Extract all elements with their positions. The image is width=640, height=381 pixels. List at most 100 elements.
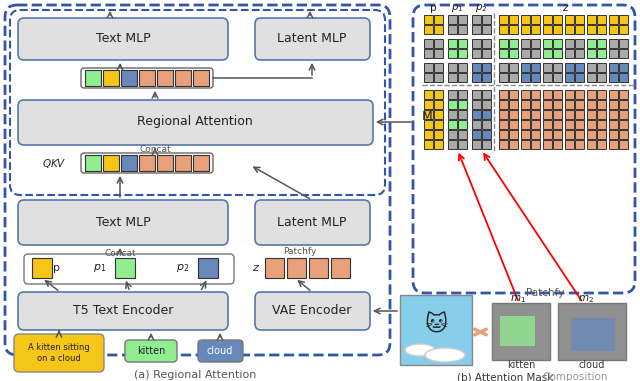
- Bar: [500, 316, 535, 346]
- Bar: [499, 110, 508, 119]
- Bar: [521, 90, 530, 99]
- Text: $p_1$: $p_1$: [93, 262, 107, 274]
- Bar: [597, 15, 606, 24]
- Bar: [424, 110, 433, 119]
- FancyBboxPatch shape: [14, 334, 104, 372]
- Bar: [434, 39, 443, 48]
- Bar: [531, 15, 540, 24]
- Text: $m_1$: $m_1$: [510, 293, 526, 305]
- Text: z: z: [639, 115, 640, 125]
- Bar: [434, 63, 443, 72]
- Text: z: z: [563, 3, 568, 13]
- Bar: [509, 90, 518, 99]
- Text: Patchfy: Patchfy: [284, 248, 317, 256]
- Bar: [509, 25, 518, 34]
- Bar: [575, 100, 584, 109]
- Text: Composition: Composition: [542, 372, 608, 381]
- Bar: [587, 120, 596, 129]
- Text: p: p: [639, 19, 640, 29]
- Text: Regional Attention: Regional Attention: [137, 115, 253, 128]
- Bar: [193, 70, 209, 86]
- Bar: [458, 49, 467, 58]
- Bar: [575, 73, 584, 82]
- Bar: [587, 90, 596, 99]
- Bar: [434, 100, 443, 109]
- Bar: [472, 110, 481, 119]
- Bar: [619, 90, 628, 99]
- Bar: [553, 110, 562, 119]
- Bar: [587, 73, 596, 82]
- Bar: [565, 140, 574, 149]
- Bar: [565, 39, 574, 48]
- Bar: [424, 90, 433, 99]
- Bar: [575, 63, 584, 72]
- Bar: [458, 63, 467, 72]
- Text: Concat: Concat: [139, 146, 171, 155]
- Bar: [597, 39, 606, 48]
- Bar: [619, 100, 628, 109]
- Bar: [434, 130, 443, 139]
- Bar: [103, 155, 119, 171]
- Bar: [458, 140, 467, 149]
- Bar: [619, 15, 628, 24]
- Bar: [482, 140, 491, 149]
- Bar: [521, 15, 530, 24]
- Bar: [521, 120, 530, 129]
- Bar: [609, 63, 618, 72]
- Bar: [575, 15, 584, 24]
- Bar: [482, 100, 491, 109]
- Text: z: z: [252, 263, 258, 273]
- Bar: [521, 39, 530, 48]
- Bar: [565, 63, 574, 72]
- FancyBboxPatch shape: [18, 200, 228, 245]
- Bar: [575, 25, 584, 34]
- Bar: [597, 49, 606, 58]
- Bar: [448, 120, 457, 129]
- Bar: [424, 120, 433, 129]
- Bar: [448, 73, 457, 82]
- Text: cloud: cloud: [207, 346, 233, 356]
- Bar: [499, 73, 508, 82]
- Bar: [587, 39, 596, 48]
- Bar: [609, 100, 618, 109]
- Bar: [499, 100, 508, 109]
- Bar: [157, 155, 173, 171]
- Ellipse shape: [405, 344, 435, 356]
- Text: Text MLP: Text MLP: [96, 32, 150, 45]
- Bar: [482, 73, 491, 82]
- Bar: [193, 155, 209, 171]
- Bar: [32, 258, 52, 278]
- Bar: [553, 100, 562, 109]
- Bar: [531, 63, 540, 72]
- Bar: [571, 318, 615, 351]
- Bar: [553, 63, 562, 72]
- Bar: [609, 140, 618, 149]
- Bar: [85, 155, 101, 171]
- Bar: [575, 110, 584, 119]
- Bar: [597, 140, 606, 149]
- Bar: [565, 130, 574, 139]
- Bar: [434, 49, 443, 58]
- Bar: [499, 120, 508, 129]
- Bar: [587, 49, 596, 58]
- Text: VAE Encoder: VAE Encoder: [272, 304, 352, 317]
- Bar: [531, 100, 540, 109]
- Bar: [472, 120, 481, 129]
- Bar: [587, 110, 596, 119]
- Text: $QKV$: $QKV$: [42, 157, 67, 170]
- Bar: [609, 110, 618, 119]
- Bar: [587, 140, 596, 149]
- Bar: [619, 120, 628, 129]
- Bar: [553, 90, 562, 99]
- Bar: [565, 110, 574, 119]
- Text: $p_1$: $p_1$: [639, 43, 640, 54]
- Text: Latent MLP: Latent MLP: [277, 32, 347, 45]
- Text: A kitten sitting
on a cloud: A kitten sitting on a cloud: [28, 343, 90, 363]
- Bar: [609, 130, 618, 139]
- Bar: [509, 100, 518, 109]
- Bar: [597, 90, 606, 99]
- Bar: [434, 140, 443, 149]
- Bar: [482, 49, 491, 58]
- Text: kitten: kitten: [507, 360, 535, 370]
- Text: $p_2$: $p_2$: [639, 67, 640, 78]
